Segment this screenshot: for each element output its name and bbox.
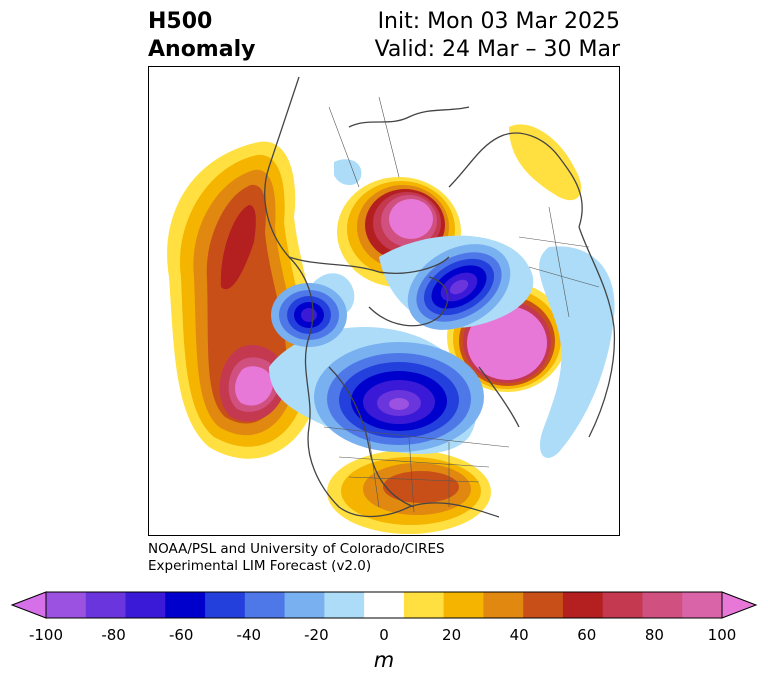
colorbar-segment — [46, 592, 87, 618]
colorbar-unit: m — [373, 648, 395, 672]
title-variable: H500 — [148, 9, 213, 34]
colorbar-segment — [642, 592, 683, 618]
colorbar-tick-label: -80 — [101, 626, 126, 644]
credit-text: NOAA/PSL and University of Colorado/CIRE… — [148, 541, 445, 575]
colorbar-segment — [165, 592, 206, 618]
valid-range: Valid: 24 Mar – 30 Mar — [374, 37, 620, 62]
colorbar-segment — [602, 592, 643, 618]
colorbar-segment — [483, 592, 524, 618]
colorbar-segment — [284, 592, 325, 618]
colorbar-tick-label: 40 — [509, 626, 529, 644]
colorbar-segment — [205, 592, 246, 618]
credit-line-1: NOAA/PSL and University of Colorado/CIRE… — [148, 541, 445, 557]
coastlines — [264, 76, 616, 518]
colorbar-tick-label: -40 — [236, 626, 262, 644]
colorbar-segment — [364, 592, 405, 618]
colorbar-tick-label: 0 — [379, 626, 389, 644]
colorbar-tick-label: -60 — [168, 626, 194, 644]
colorbar-tick-label: 60 — [577, 626, 597, 644]
colorbar-outline — [45, 591, 723, 619]
colorbar-segment — [85, 592, 127, 618]
colorbar-segment — [125, 592, 166, 618]
colorbar-segment — [244, 592, 286, 618]
map-date-info: Init: Mon 03 Mar 2025 Valid: 24 Mar – 30… — [375, 8, 620, 64]
colorbar-arrow-left — [10, 591, 47, 619]
colorbar-segment — [523, 592, 564, 618]
map-svg — [167, 76, 616, 534]
map-title: H500 Anomaly — [148, 8, 255, 64]
colorbar — [10, 591, 758, 619]
colorbar-segment — [443, 592, 484, 618]
negative-anomaly-greenland — [407, 244, 511, 330]
colorbar-tick-label: 20 — [442, 626, 462, 644]
colorbar-tick-label: 100 — [707, 626, 737, 644]
positive-anomaly-gulf — [327, 450, 491, 534]
country-borders — [323, 96, 600, 513]
colorbar-tick-label: -100 — [28, 626, 64, 644]
colorbar-tick-label: -20 — [304, 626, 329, 644]
negative-anomaly-canada — [314, 342, 484, 452]
title-type: Anomaly — [148, 37, 256, 62]
init-date: Init: Mon 03 Mar 2025 — [377, 9, 620, 34]
positive-anomaly-scandinavia — [509, 124, 582, 201]
negative-anomaly-alaska — [271, 283, 347, 347]
colorbar-segment — [682, 592, 723, 618]
colorbar-segment — [324, 592, 365, 618]
colorbar-segment — [562, 592, 604, 618]
colorbar-segment — [403, 592, 445, 618]
colorbar-arrow-right — [721, 591, 758, 619]
colorbar-segments — [46, 592, 723, 618]
credit-line-2: Experimental LIM Forecast (v2.0) — [148, 558, 372, 574]
colorbar-tick-label: 80 — [644, 626, 664, 644]
anomaly-map — [148, 66, 620, 536]
